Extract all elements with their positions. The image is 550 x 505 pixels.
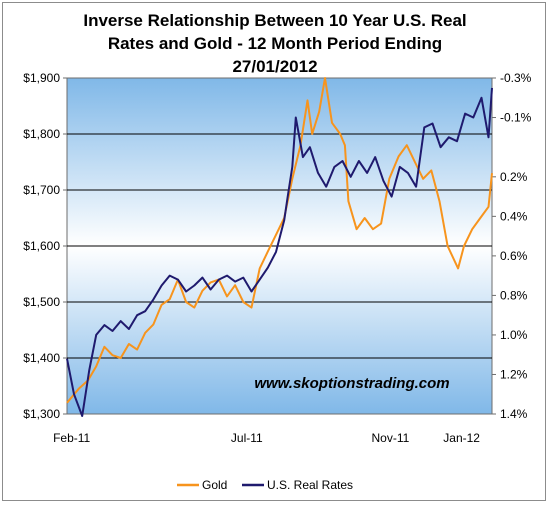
right-y-axis: -0.3% -0.1% 0.2% 0.4% 0.6% 0.8% 1.0% 1.2% 1.4%	[492, 71, 532, 421]
x-axis: Feb-11 Jul-11 Nov-11 Jan-12	[53, 431, 480, 445]
right-tick-label: 1.4%	[500, 407, 528, 421]
gridlines	[67, 133, 492, 359]
left-tick-label: $1,300	[23, 407, 60, 421]
x-tick-label: Jan-12	[443, 431, 480, 445]
watermark-annotation: www.skoptionstrading.com	[254, 375, 449, 392]
x-tick-label: Nov-11	[372, 431, 410, 445]
right-tick-label: 0.2%	[500, 170, 528, 184]
right-tick-label: -0.1%	[500, 111, 532, 125]
left-tick-label: $1,500	[23, 295, 60, 309]
x-tick-label: Jul-11	[231, 431, 263, 445]
right-tick-label: 1.2%	[500, 367, 528, 381]
left-tick-label: $1,400	[23, 351, 60, 365]
series-line-1	[66, 87, 493, 417]
series-line-0	[66, 77, 493, 404]
series-lines	[66, 77, 493, 417]
legend-label-1: U.S. Real Rates	[267, 478, 353, 492]
legend-label-0: Gold	[202, 478, 227, 492]
left-tick-label: $1,700	[23, 183, 60, 197]
legend: Gold U.S. Real Rates	[177, 478, 353, 492]
left-y-axis: $1,300 $1,400 $1,500 $1,600 $1,700 $1,800 $1,9…	[23, 71, 67, 421]
right-tick-label: -0.3%	[500, 71, 532, 85]
left-tick-label: $1,600	[23, 239, 60, 253]
right-tick-label: 0.8%	[500, 288, 528, 302]
left-tick-label: $1,800	[23, 127, 60, 141]
chart-title: Inverse Relationship Between 10 Year U.S…	[83, 11, 467, 76]
right-tick-label: 0.4%	[500, 209, 528, 223]
left-tick-label: $1,900	[23, 71, 60, 85]
right-tick-label: 0.6%	[500, 249, 528, 263]
right-tick-label: 1.0%	[500, 328, 528, 342]
x-tick-label: Feb-11	[53, 431, 90, 445]
